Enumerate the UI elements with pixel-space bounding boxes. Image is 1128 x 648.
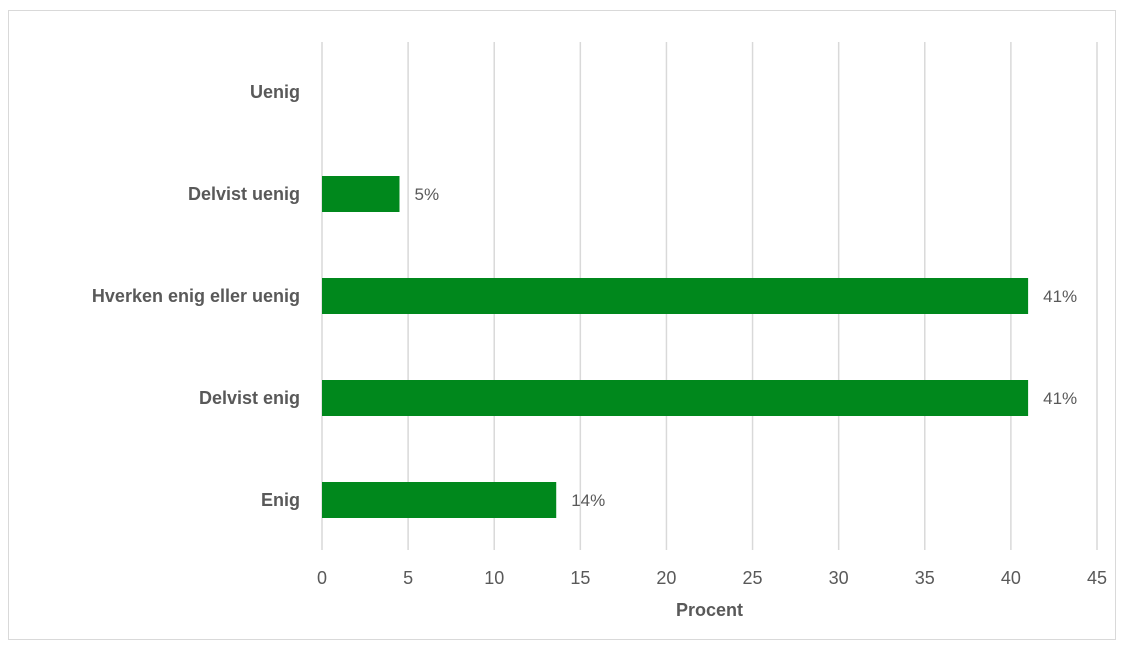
- category-label: Enig: [261, 490, 300, 510]
- x-axis-title: Procent: [676, 600, 743, 620]
- data-label: 41%: [1043, 287, 1077, 306]
- data-label: 41%: [1043, 389, 1077, 408]
- x-tick-label-20: 20: [656, 568, 676, 588]
- x-tick-labels: 0 5 10 15 20 25 30 35 40 45: [317, 568, 1107, 588]
- x-tick-label-5: 5: [403, 568, 413, 588]
- category-label: Delvist uenig: [188, 184, 300, 204]
- x-tick-label-45: 45: [1087, 568, 1107, 588]
- category-label: Uenig: [250, 82, 300, 102]
- bar: [322, 278, 1029, 314]
- x-tick-label-25: 25: [743, 568, 763, 588]
- category-label: Hverken enig eller uenig: [92, 286, 300, 306]
- x-tick-label-40: 40: [1001, 568, 1021, 588]
- data-labels: 5% 41% 41% 14%: [415, 185, 1078, 510]
- data-label: 14%: [571, 491, 605, 510]
- bars: [322, 176, 1029, 518]
- category-label: Delvist enig: [199, 388, 300, 408]
- data-label: 5%: [415, 185, 440, 204]
- x-tick-label-15: 15: [570, 568, 590, 588]
- chart-frame: [8, 10, 1116, 640]
- bar: [322, 482, 557, 518]
- x-tick-label-30: 30: [829, 568, 849, 588]
- bar: [322, 380, 1029, 416]
- x-tick-label-35: 35: [915, 568, 935, 588]
- x-tick-label-10: 10: [484, 568, 504, 588]
- x-tick-label-0: 0: [317, 568, 327, 588]
- bar: [322, 176, 400, 212]
- category-labels: Uenig Delvist uenig Hverken enig eller uen…: [92, 82, 300, 510]
